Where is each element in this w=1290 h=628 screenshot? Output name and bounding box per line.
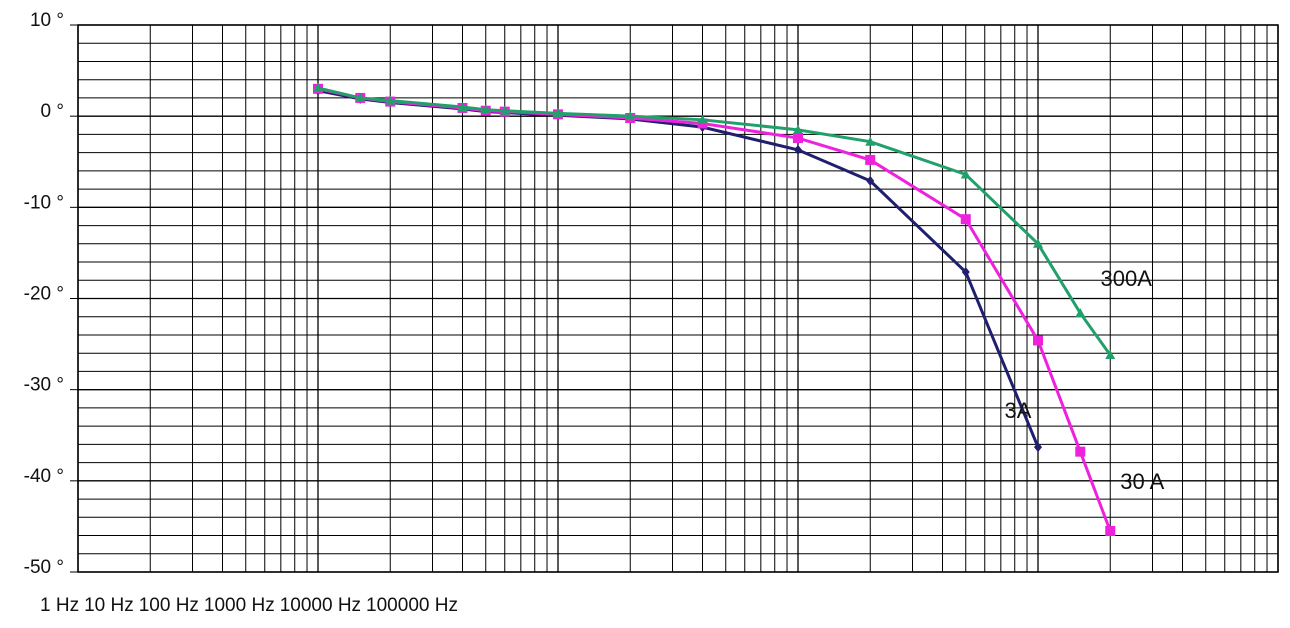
series-label: 30 A <box>1120 469 1164 494</box>
x-tick-label: 1000 Hz <box>204 595 275 616</box>
y-tick-label: -40 ° <box>24 466 64 487</box>
x-tick-label: 100 Hz <box>139 595 199 616</box>
marker <box>960 169 971 179</box>
marker <box>1034 442 1042 453</box>
marker <box>457 102 468 112</box>
marker <box>865 154 876 165</box>
series-label: 300A <box>1101 266 1153 291</box>
marker <box>961 267 970 278</box>
x-tick-label: 100000 Hz <box>366 595 458 616</box>
y-tick-label: 0 ° <box>41 101 64 122</box>
grid <box>77 24 1279 573</box>
marker <box>1105 525 1116 536</box>
x-tick-label: 10 Hz <box>84 595 134 616</box>
y-tick-label: -50 ° <box>24 557 64 578</box>
marker <box>499 105 510 115</box>
marker <box>794 144 802 155</box>
marker <box>625 111 636 121</box>
marker <box>960 214 971 225</box>
marker <box>865 136 876 146</box>
marker <box>553 108 563 118</box>
marker <box>793 133 803 144</box>
marker <box>355 92 366 102</box>
marker <box>1033 335 1043 346</box>
y-tick-label: -10 ° <box>24 192 64 213</box>
marker <box>1075 308 1086 318</box>
marker <box>385 95 396 105</box>
marker <box>313 82 323 92</box>
marker <box>793 124 803 134</box>
marker <box>1105 350 1116 360</box>
marker <box>480 104 491 114</box>
marker <box>1075 446 1086 457</box>
x-tick-label: 10000 Hz <box>280 595 361 616</box>
series-label: 3A <box>1005 398 1032 423</box>
marker <box>866 175 875 186</box>
y-tick-label: 10 ° <box>30 10 64 31</box>
marker <box>697 114 708 124</box>
x-tick-labels: 1 Hz 10 Hz 100 Hz 1000 Hz 10000 Hz 100000 Hz <box>40 595 458 616</box>
x-tick-label: 1 Hz <box>40 595 79 616</box>
marker <box>1033 238 1043 248</box>
y-tick-label: -20 ° <box>24 284 64 305</box>
y-tick-label: -30 ° <box>24 375 64 396</box>
